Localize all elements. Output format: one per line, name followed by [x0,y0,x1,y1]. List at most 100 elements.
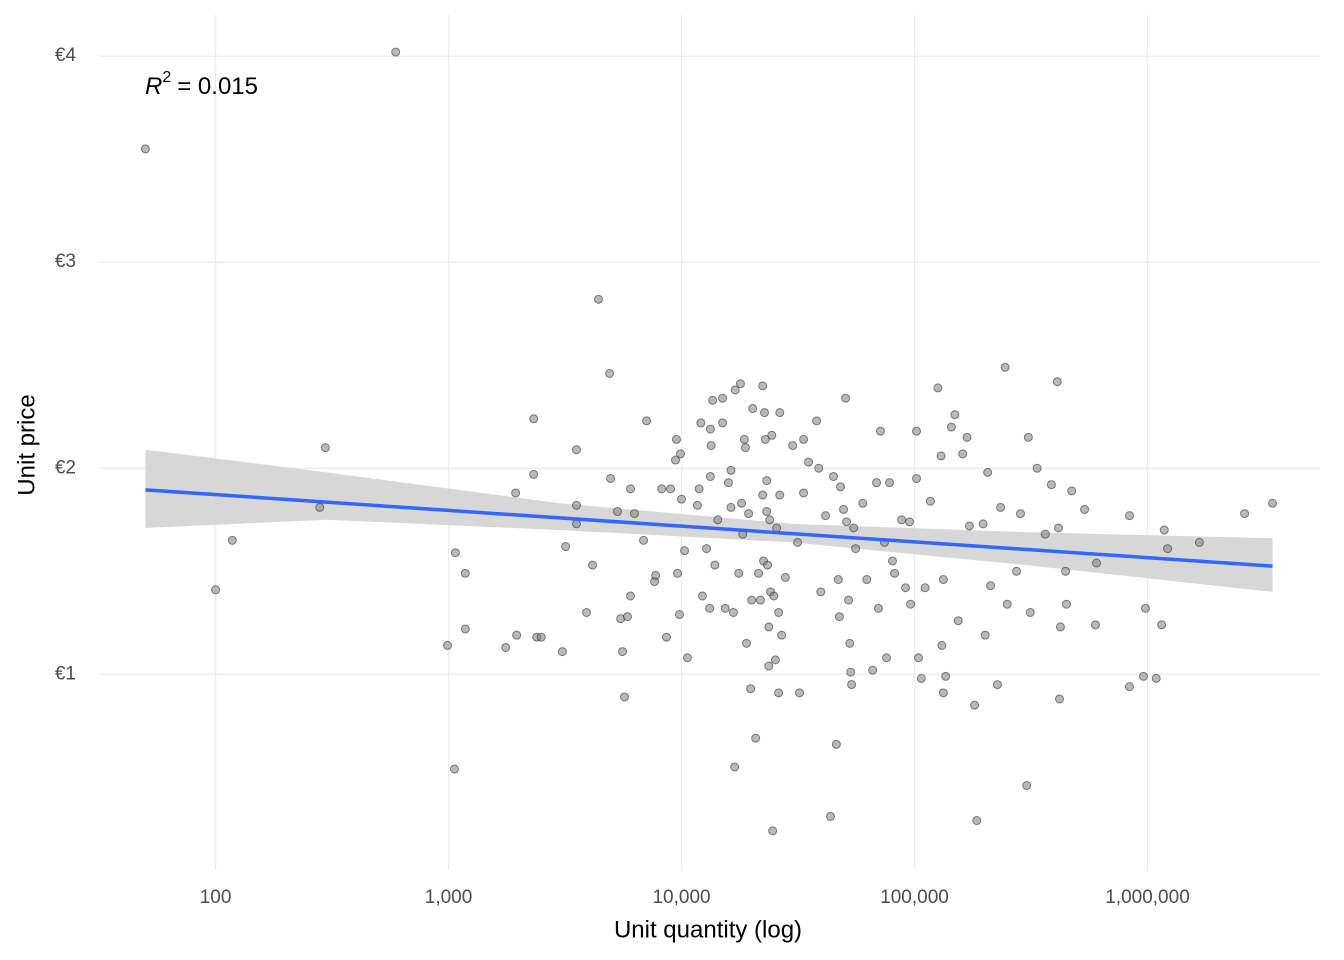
data-point [639,535,649,545]
data-point [705,424,715,434]
data-point [795,688,805,698]
data-point [1046,480,1056,490]
data-point [460,624,470,634]
data-point [780,572,790,582]
data-point [1023,432,1033,442]
annotation-text: = 0.015 [177,73,258,100]
data-point [842,517,852,527]
data-point [980,630,990,640]
data-point [662,632,672,642]
data-point [759,408,769,418]
data-point [996,502,1006,512]
data-point [774,607,784,617]
data-point [1194,537,1204,547]
data-point [730,762,740,772]
data-point [682,653,692,663]
data-point [760,434,770,444]
data-point [670,455,680,465]
data-point [906,599,916,609]
data-point [962,432,972,442]
data-point [1268,498,1278,508]
data-point [758,381,768,391]
data-point [1054,694,1064,704]
data-point [1090,620,1100,630]
data-point [651,570,661,580]
data-point [986,581,996,591]
data-point [814,463,824,473]
data-point [706,441,716,451]
data-point [844,595,854,605]
data-point [804,457,814,467]
data-point [872,478,882,488]
data-point [642,416,652,426]
data-point [839,504,849,514]
data-point [833,575,843,585]
data-point [593,294,603,304]
data-point [723,478,733,488]
data-point [460,568,470,578]
data-point [1002,599,1012,609]
data-point [227,535,237,545]
data-point [841,393,851,403]
data-point [788,441,798,451]
data-point [881,653,891,663]
data-point [746,684,756,694]
data-point [705,471,715,481]
x-tick-label: 100,000 [880,887,949,908]
data-point [764,661,774,671]
data-point [826,811,836,821]
data-point [992,680,1002,690]
data-point [501,642,511,652]
data-point [851,544,861,554]
data-point [916,673,926,683]
data-point [1125,682,1135,692]
data-point [775,408,785,418]
data-point [1091,558,1101,568]
data-point [913,653,923,663]
x-tick-label: 10,000 [652,887,710,908]
data-point [666,484,676,494]
x-tick-label: 100 [200,887,232,908]
data-point [450,548,460,558]
data-point [835,482,845,492]
data-point [763,560,773,570]
data-point [1151,673,1161,683]
data-point [657,484,667,494]
data-point [933,383,943,393]
data-point [140,144,150,154]
data-point [443,640,453,650]
data-point [799,434,809,444]
data-point [875,426,885,436]
data-point [946,422,956,432]
data-point [720,603,730,613]
data-point [622,612,632,622]
data-point [847,680,857,690]
data-point [1061,566,1071,576]
data-point [511,488,521,498]
data-point [1080,504,1090,514]
x-axis-title: Unit quantity (log) [614,916,802,943]
data-point [912,426,922,436]
data-point [536,632,546,642]
data-point [677,494,687,504]
annotation-symbol: R [145,73,162,100]
data-point [938,575,948,585]
data-point [901,583,911,593]
data-point [735,379,745,389]
x-tick-label: 1,000 [425,887,473,908]
data-point [799,488,809,498]
data-point [680,546,690,556]
data-point [713,515,723,525]
data-point [529,469,539,479]
data-point [972,816,982,826]
data-point [1022,781,1032,791]
data-point [1240,509,1250,519]
data-point [694,484,704,494]
data-point [718,393,728,403]
data-point [1000,362,1010,372]
data-point [211,585,221,595]
data-point [858,498,868,508]
data-point [777,630,787,640]
